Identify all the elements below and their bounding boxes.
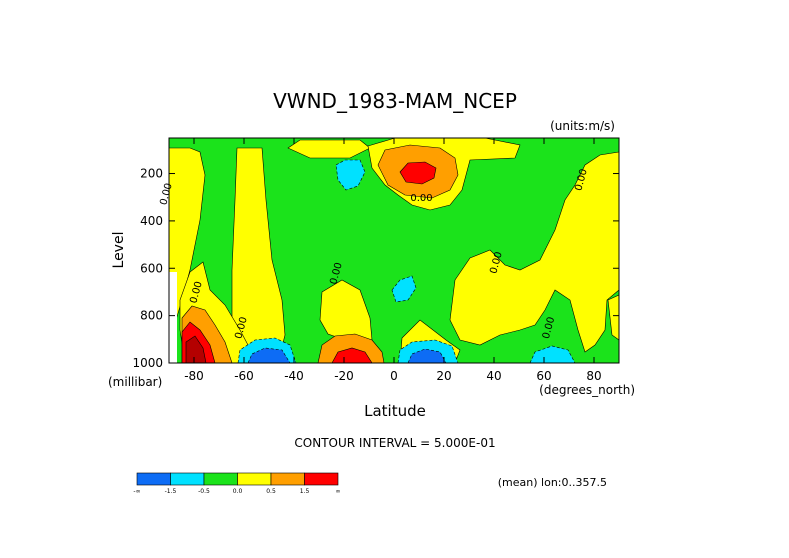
colorbar-swatch [304, 472, 339, 486]
cyan-region-mid [391, 275, 417, 303]
colorbar: -∞ -1.5 -0.5 0.0 0.5 1.5 ∞ [133, 472, 341, 495]
y-tick-label: 400 [140, 214, 163, 228]
colorbar-label: -∞ [133, 488, 140, 495]
y-tick-label: 800 [140, 309, 163, 323]
contour-label: 0.00 [410, 193, 432, 204]
y-tick-label: 600 [140, 261, 163, 275]
y-tick-label: 200 [140, 167, 163, 181]
x-tick-label: -60 [234, 369, 254, 383]
x-axis-label: Latitude [364, 402, 426, 420]
chart-title: VWND_1983-MAM_NCEP [273, 89, 517, 113]
missing-data-mask [169, 272, 177, 363]
y-tick-label: 1000 [132, 356, 163, 370]
y-axis-label: Level [111, 232, 127, 269]
colorbar-label: 0.0 [233, 488, 243, 495]
y-unit-label: (millibar) [108, 375, 162, 389]
cyan-region-low-north [529, 345, 576, 364]
colorbar-swatch [270, 472, 305, 486]
x-tick-label: -40 [284, 369, 304, 383]
blue-region-low-south [247, 347, 291, 364]
x-unit-label: (degrees_north) [539, 383, 635, 397]
x-tick-label: 80 [586, 369, 601, 383]
cyan-region-upper [335, 159, 366, 191]
x-tick-label: 0 [390, 369, 398, 383]
colorbar-label: -0.5 [198, 488, 210, 495]
yellow-region-north-main [449, 151, 620, 353]
axis-ticks: -80 -60 -40 -20 0 20 40 60 80 200 400 600 800 1000 [132, 138, 619, 383]
colorbar-swatch [237, 472, 272, 486]
plot-area: 0.00 0.000.000.00 0.000.000.00 0.00 [158, 137, 620, 364]
colorbar-label: 0.5 [266, 488, 276, 495]
contour-interval-text: CONTOUR INTERVAL = 5.000E-01 [294, 436, 495, 450]
units-label: (units:m/s) [550, 119, 615, 133]
colorbar-label: -1.5 [165, 488, 177, 495]
x-tick-label: -20 [334, 369, 354, 383]
colorbar-label: ∞ [336, 488, 341, 495]
red-region-jet-core [399, 161, 437, 185]
colorbar-swatch [136, 472, 171, 486]
colorbar-swatch [203, 472, 238, 486]
x-tick-label: -80 [184, 369, 204, 383]
mean-text: (mean) lon:0..357.5 [498, 476, 607, 489]
colorbar-swatch [170, 472, 205, 486]
x-tick-label: 60 [536, 369, 551, 383]
x-tick-label: 40 [486, 369, 501, 383]
x-tick-label: 20 [436, 369, 451, 383]
colorbar-label: 1.5 [300, 488, 310, 495]
